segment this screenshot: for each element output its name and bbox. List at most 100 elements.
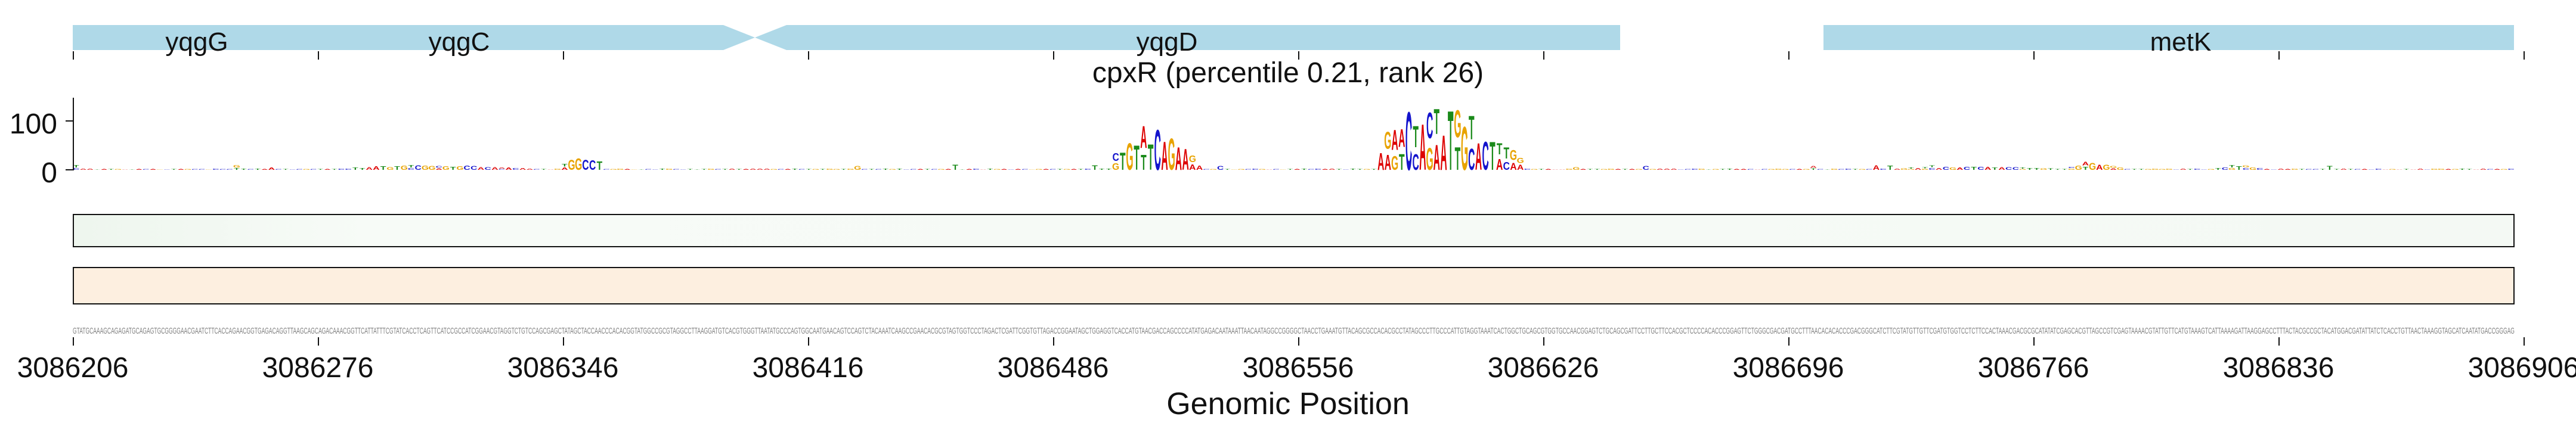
svg-text:G: G — [1035, 169, 1042, 170]
svg-text:G: G — [1831, 169, 1838, 170]
svg-text:A: A — [122, 169, 128, 170]
svg-text:C: C — [2354, 169, 2361, 170]
svg-text:G: G — [2159, 169, 2166, 170]
svg-text:G: G — [1636, 169, 1643, 170]
svg-text:T: T — [1469, 108, 1475, 147]
svg-text:A: A — [742, 169, 749, 170]
svg-text:A: A — [80, 169, 86, 170]
svg-text:A: A — [2396, 169, 2402, 170]
svg-text:C: C — [1677, 169, 1684, 170]
svg-text:T: T — [109, 169, 114, 170]
svg-text:C: C — [2312, 169, 2319, 170]
svg-text:C: C — [345, 169, 351, 170]
svg-text:C: C — [163, 169, 170, 170]
svg-text:T: T — [234, 168, 240, 170]
svg-text:G: G — [1921, 169, 1929, 170]
svg-text:A: A — [1754, 169, 1761, 170]
svg-text:C: C — [673, 169, 679, 170]
svg-text:G: G — [2103, 164, 2110, 172]
svg-text:T: T — [1350, 169, 1356, 170]
svg-text:A: A — [1936, 167, 1943, 170]
svg-text:G: G — [1426, 142, 1433, 177]
svg-text:G: G — [1238, 169, 1245, 170]
svg-text:A: A — [1266, 169, 1272, 170]
svg-text:G: G — [2389, 169, 2396, 170]
svg-text:T: T — [1929, 165, 1935, 168]
svg-text:G: G — [2068, 169, 2075, 170]
svg-text:A: A — [2382, 169, 2389, 170]
svg-text:T: T — [1490, 135, 1496, 179]
svg-text:T: T — [1092, 164, 1098, 171]
svg-text:G: G — [1698, 169, 1705, 170]
svg-text:G: G — [1210, 169, 1217, 170]
svg-text:A: A — [750, 169, 756, 170]
svg-text:G: G — [2500, 169, 2507, 170]
svg-text:G: G — [812, 169, 819, 170]
svg-text:T: T — [2132, 169, 2138, 170]
svg-text:A: A — [1475, 135, 1482, 178]
svg-text:A: A — [1070, 169, 1077, 170]
svg-text:C: C — [296, 169, 303, 170]
svg-text:A: A — [268, 167, 275, 170]
svg-text:T: T — [820, 169, 826, 170]
svg-text:C: C — [2173, 169, 2179, 170]
svg-text:C: C — [2201, 169, 2207, 170]
svg-text:T: T — [1225, 169, 1231, 170]
svg-text:A: A — [2277, 169, 2284, 170]
svg-text:G: G — [233, 165, 240, 169]
svg-text:G: G — [826, 169, 833, 170]
svg-text:T: T — [1992, 167, 1999, 170]
svg-text:A: A — [2410, 169, 2417, 170]
svg-text:A: A — [1440, 125, 1447, 181]
svg-text:T: T — [924, 169, 930, 170]
svg-text:T: T — [1106, 169, 1112, 170]
svg-text:T: T — [897, 169, 903, 170]
svg-text:T: T — [94, 169, 100, 170]
svg-text:A: A — [1015, 169, 1021, 170]
svg-text:C: C — [1866, 169, 1872, 170]
svg-text:G: G — [2019, 169, 2026, 170]
svg-text:A: A — [1161, 133, 1168, 179]
svg-text:G: G — [1803, 169, 1810, 170]
svg-text:T: T — [660, 169, 665, 170]
svg-text:T: T — [2334, 169, 2340, 170]
svg-text:G: G — [938, 169, 945, 170]
svg-text:T: T — [1727, 169, 1733, 170]
svg-text:C: C — [1643, 165, 1649, 171]
svg-text:G: G — [1572, 166, 1580, 171]
svg-text:T: T — [1587, 169, 1593, 170]
svg-text:G: G — [303, 169, 310, 170]
svg-text:C: C — [2124, 169, 2131, 170]
svg-text:A: A — [2417, 169, 2423, 170]
svg-text:G: G — [456, 166, 463, 171]
svg-text:C: C — [1685, 169, 1691, 170]
svg-text:A: A — [324, 169, 330, 170]
svg-text:A: A — [478, 166, 485, 171]
svg-text:G: G — [1454, 103, 1461, 147]
svg-text:C: C — [1747, 169, 1754, 170]
svg-text:G: G — [631, 169, 638, 170]
svg-text:C: C — [289, 169, 296, 170]
svg-text:A: A — [917, 169, 924, 170]
svg-text:G: G — [568, 157, 575, 173]
svg-text:G: G — [575, 155, 582, 173]
svg-text:C: C — [1252, 169, 1259, 170]
svg-text:G: G — [665, 169, 673, 170]
svg-text:G: G — [2228, 168, 2236, 170]
svg-text:T: T — [1810, 168, 1816, 170]
svg-text:T: T — [1825, 169, 1831, 170]
svg-text:C: C — [212, 169, 219, 170]
svg-text:C: C — [1692, 169, 1698, 170]
svg-text:T: T — [2027, 168, 2033, 171]
svg-text:T: T — [1371, 169, 1377, 170]
svg-text:G: G — [617, 169, 624, 170]
svg-text:G: G — [1600, 169, 1608, 170]
svg-text:T: T — [2083, 166, 2089, 171]
svg-text:T: T — [408, 164, 415, 168]
svg-text:T: T — [1134, 139, 1140, 178]
svg-text:T: T — [2466, 169, 2472, 170]
svg-text:T: T — [2138, 169, 2144, 170]
svg-text:C: C — [310, 169, 317, 170]
svg-text:G: G — [1608, 169, 1615, 170]
svg-text:A: A — [1001, 169, 1007, 170]
